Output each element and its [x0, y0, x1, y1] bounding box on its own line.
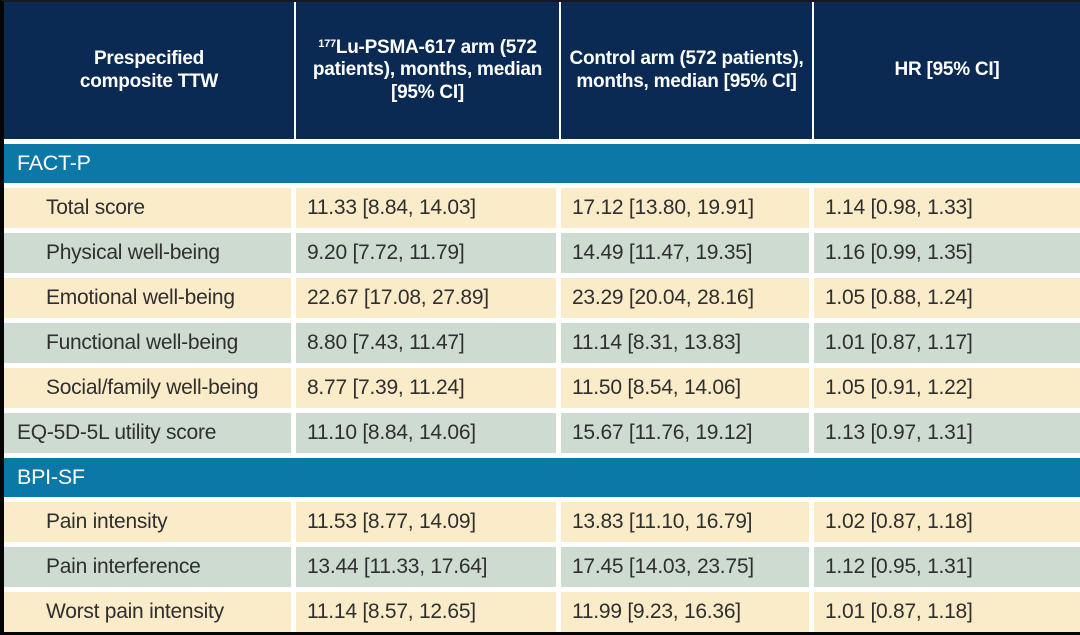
lu-arm-value-cell: 11.33 [8.84, 14.03] [296, 188, 561, 228]
section-header-fact-p: FACT-P [4, 144, 1080, 183]
hr-value-cell: 1.01 [0.87, 1.17] [814, 323, 1080, 363]
hr-value-cell: 1.12 [0.95, 1.31] [814, 547, 1080, 587]
table-row: Functional well-being 8.80 [7.43, 11.47] 1… [4, 323, 1080, 363]
table-row: Physical well-being 9.20 [7.72, 11.79] 14.… [4, 233, 1080, 273]
row-label-cell: Pain intensity [4, 502, 296, 542]
control-arm-value-cell: 11.50 [8.54, 14.06] [561, 368, 814, 408]
table-row: Total score 11.33 [8.84, 14.03] 17.12 [13.… [4, 188, 1080, 228]
header-label: 177Lu-PSMA-617 arm (572 patients), month… [304, 37, 551, 104]
table-header-row: Prespecified composite TTW 177Lu-PSMA-61… [4, 2, 1080, 139]
row-label-cell: Total score [4, 188, 296, 228]
header-prespecified-ttw: Prespecified composite TTW [4, 2, 296, 139]
control-arm-value-cell: 23.29 [20.04, 28.16] [561, 278, 814, 318]
lu-arm-value-cell: 9.20 [7.72, 11.79] [296, 233, 561, 273]
table-row: Worst pain intensity 11.14 [8.57, 12.65] 1… [4, 592, 1080, 632]
row-label-cell: Pain interference [4, 547, 296, 587]
row-label-cell: Functional well-being [4, 323, 296, 363]
hr-value-cell: 1.01 [0.87, 1.18] [814, 592, 1080, 632]
table-row: EQ-5D-5L utility score 11.10 [8.84, 14.06… [4, 413, 1080, 453]
header-label-text: Lu-PSMA-617 arm (572 patients), months, … [312, 36, 543, 103]
control-arm-value-cell: 17.45 [14.03, 23.75] [561, 547, 814, 587]
row-label-cell: Social/family well-being [4, 368, 296, 408]
table-row: Pain interference 13.44 [11.33, 17.64] 17.… [4, 547, 1080, 587]
control-arm-value-cell: 15.67 [11.76, 19.12] [561, 413, 814, 453]
lu-arm-value-cell: 13.44 [11.33, 17.64] [296, 547, 561, 587]
header-label: Prespecified composite TTW [79, 48, 219, 92]
lu-arm-value-cell: 8.80 [7.43, 11.47] [296, 323, 561, 363]
control-arm-value-cell: 13.83 [11.10, 16.79] [561, 502, 814, 542]
row-label-cell: Emotional well-being [4, 278, 296, 318]
header-label: Control arm (572 patients), months, medi… [569, 48, 804, 92]
table-row: Emotional well-being 22.67 [17.08, 27.89]… [4, 278, 1080, 318]
control-arm-value-cell: 14.49 [11.47, 19.35] [561, 233, 814, 273]
table-row: Social/family well-being 8.77 [7.39, 11.2… [4, 368, 1080, 408]
header-hazard-ratio: HR [95% CI] [814, 2, 1080, 139]
header-label: HR [95% CI] [894, 59, 1000, 81]
table-body: Prespecified composite TTW 177Lu-PSMA-61… [4, 2, 1080, 632]
hr-value-cell: 1.16 [0.99, 1.35] [814, 233, 1080, 273]
header-lu-psma-617-arm: 177Lu-PSMA-617 arm (572 patients), month… [296, 2, 561, 139]
hr-value-cell: 1.02 [0.87, 1.18] [814, 502, 1080, 542]
control-arm-value-cell: 11.14 [8.31, 13.83] [561, 323, 814, 363]
lu-arm-value-cell: 22.67 [17.08, 27.89] [296, 278, 561, 318]
lu-arm-value-cell: 11.10 [8.84, 14.06] [296, 413, 561, 453]
hr-value-cell: 1.05 [0.88, 1.24] [814, 278, 1080, 318]
lu-arm-value-cell: 11.14 [8.57, 12.65] [296, 592, 561, 632]
hr-value-cell: 1.05 [0.91, 1.22] [814, 368, 1080, 408]
section-title: FACT-P [17, 151, 91, 175]
lu-arm-value-cell: 8.77 [7.39, 11.24] [296, 368, 561, 408]
section-header-bpi-sf: BPI-SF [4, 458, 1080, 497]
row-label-cell: Worst pain intensity [4, 592, 296, 632]
row-label-cell: Physical well-being [4, 233, 296, 273]
control-arm-value-cell: 11.99 [9.23, 16.36] [561, 592, 814, 632]
hr-value-cell: 1.14 [0.98, 1.33] [814, 188, 1080, 228]
control-arm-value-cell: 17.12 [13.80, 19.91] [561, 188, 814, 228]
lu-arm-value-cell: 11.53 [8.77, 14.09] [296, 502, 561, 542]
isotope-superscript: 177 [318, 37, 336, 50]
hr-value-cell: 1.13 [0.97, 1.31] [814, 413, 1080, 453]
row-label-cell: EQ-5D-5L utility score [4, 413, 296, 453]
table-row: Pain intensity 11.53 [8.77, 14.09] 13.83 [… [4, 502, 1080, 542]
header-control-arm: Control arm (572 patients), months, medi… [561, 2, 814, 139]
section-title: BPI-SF [17, 465, 85, 489]
